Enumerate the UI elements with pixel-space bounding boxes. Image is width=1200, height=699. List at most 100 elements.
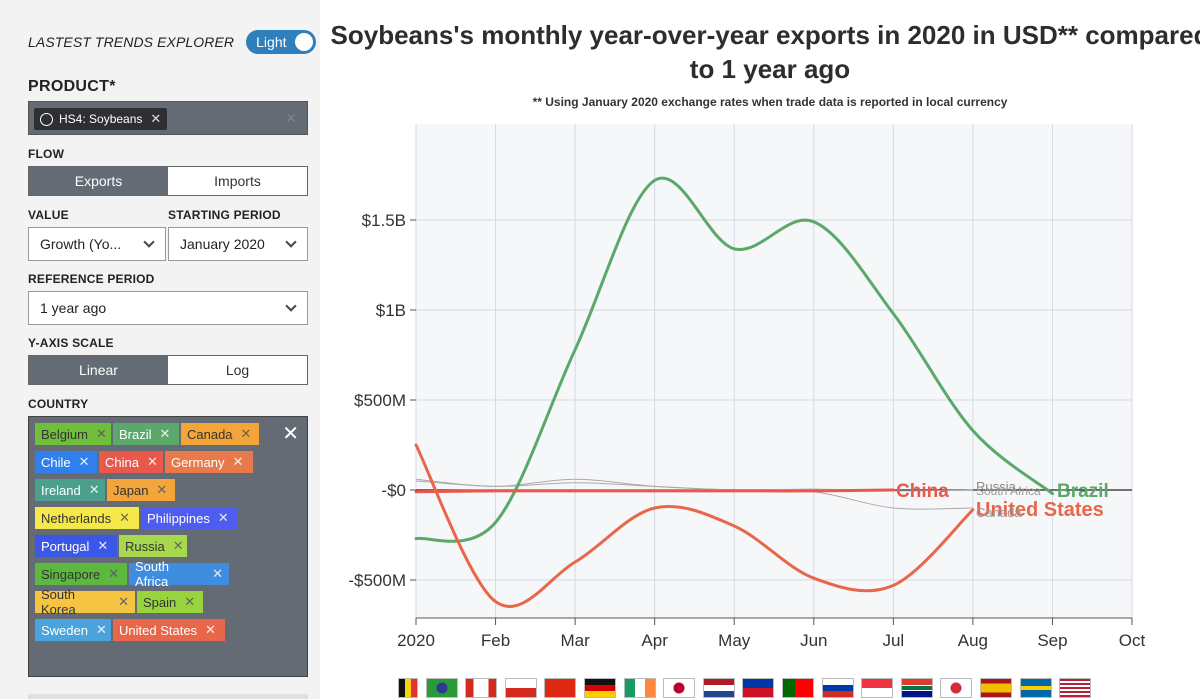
y-tick-label: $500M — [354, 391, 406, 410]
flag-icon[interactable] — [940, 678, 973, 698]
country-tag[interactable]: Spain ✕ — [137, 591, 203, 613]
flag-icon[interactable] — [702, 678, 735, 698]
country-tag[interactable]: Russia ✕ — [119, 535, 187, 557]
theme-toggle[interactable]: Light — [246, 30, 317, 54]
value-label: VALUE — [28, 208, 69, 222]
country-tag[interactable]: Ireland ✕ — [35, 479, 105, 501]
series-end-label: China — [896, 481, 949, 502]
country-tag[interactable]: Netherlands ✕ — [35, 507, 139, 529]
remove-country-icon[interactable]: ✕ — [240, 426, 252, 441]
remove-country-icon[interactable]: ✕ — [118, 594, 129, 609]
series-end-label: Russia — [976, 479, 1017, 494]
remove-country-icon[interactable]: ✕ — [205, 622, 216, 637]
flag-icon[interactable] — [900, 678, 933, 698]
flag-icon[interactable] — [623, 678, 656, 698]
country-tag[interactable]: Brazil ✕ — [113, 423, 179, 445]
flag-icon[interactable] — [465, 678, 498, 698]
flow-exports-button[interactable]: Exports — [29, 167, 168, 195]
country-tag[interactable]: Belgium ✕ — [35, 423, 111, 445]
country-tag-label: Spain — [143, 594, 177, 610]
sidebar: LASTEST TRENDS EXPLORER Light PRODUCT* H… — [0, 0, 320, 699]
starting-period-select[interactable]: January 2020 — [168, 227, 308, 261]
country-tag-label: Ireland — [41, 482, 81, 498]
country-tag[interactable]: Japan ✕ — [107, 479, 175, 501]
plot-area — [416, 124, 1132, 618]
country-tag-label: South Africa — [135, 559, 169, 589]
flow-label: FLOW — [28, 147, 65, 161]
country-tag[interactable]: Canada ✕ — [181, 423, 259, 445]
country-tag[interactable]: United States ✕ — [113, 619, 225, 641]
flag-icon[interactable] — [861, 678, 894, 698]
chevron-down-icon — [285, 236, 297, 248]
country-selector[interactable]: ✕ Belgium ✕ Brazil ✕ Canada ✕ Chile ✕ China ✕ Germ… — [28, 416, 308, 677]
remove-country-icon[interactable]: ✕ — [156, 482, 168, 497]
x-tick-label: Apr — [641, 631, 668, 650]
country-tag[interactable]: Singapore ✕ — [35, 563, 127, 585]
chart-subtitle: ** Using January 2020 exchange rates whe… — [532, 95, 1008, 109]
remove-country-icon[interactable]: ✕ — [95, 426, 107, 441]
country-tag[interactable]: Germany ✕ — [165, 451, 253, 473]
remove-country-icon[interactable]: ✕ — [146, 454, 158, 469]
starting-period-label: STARTING PERIOD — [168, 208, 281, 222]
flag-icon[interactable] — [1059, 678, 1092, 698]
yaxis-scale-label: Y-AXIS SCALE — [28, 336, 114, 350]
country-tag[interactable]: South Korea ✕ — [35, 587, 135, 617]
flag-icon[interactable] — [398, 678, 418, 698]
country-tag-label: United States — [119, 622, 198, 638]
flow-imports-button[interactable]: Imports — [168, 167, 307, 195]
remove-country-icon[interactable]: ✕ — [119, 510, 131, 525]
country-tag-label: China — [105, 454, 139, 470]
series-end-label: Brazil — [1057, 481, 1109, 502]
flag-icon[interactable] — [583, 678, 616, 698]
value-select[interactable]: Growth (Yo... — [28, 227, 166, 261]
y-tick-label: -$500M — [348, 571, 406, 590]
remove-product-icon[interactable]: ✕ — [150, 111, 162, 126]
flag-icon[interactable] — [781, 678, 814, 698]
chart-title-line2: to 1 year ago — [689, 54, 851, 84]
flag-icon[interactable] — [979, 678, 1012, 698]
y-tick-label: -$0 — [381, 481, 406, 500]
series-line-brazil — [414, 176, 1054, 543]
remove-country-icon[interactable]: ✕ — [97, 538, 109, 553]
country-tag-label: Brazil — [119, 426, 152, 442]
yaxis-scale-toggle: Linear Log — [28, 355, 308, 385]
country-tag[interactable]: Portugal ✕ — [35, 535, 117, 557]
scale-linear-button[interactable]: Linear — [29, 356, 168, 384]
remove-country-icon[interactable]: ✕ — [95, 622, 107, 637]
flag-icon[interactable] — [504, 678, 537, 698]
remove-country-icon[interactable]: ✕ — [232, 454, 244, 469]
country-tag[interactable]: South Africa ✕ — [129, 559, 229, 589]
country-tag[interactable]: Philippines ✕ — [141, 507, 237, 529]
remove-country-icon[interactable]: ✕ — [159, 426, 171, 441]
series-end-label: Canada — [976, 505, 1022, 520]
chevron-down-icon — [285, 300, 297, 312]
remove-country-icon[interactable]: ✕ — [212, 566, 223, 581]
product-selector[interactable]: HS4: Soybeans ✕ ✕ — [28, 101, 308, 135]
product-tag[interactable]: HS4: Soybeans ✕ — [34, 108, 168, 130]
scale-log-button[interactable]: Log — [168, 356, 307, 384]
flag-icon[interactable] — [1019, 678, 1052, 698]
flag-icon[interactable] — [663, 678, 696, 698]
starting-period-text: January 2020 — [180, 236, 265, 252]
remove-country-icon[interactable]: ✕ — [78, 454, 90, 469]
remove-country-icon[interactable]: ✕ — [184, 594, 196, 609]
country-tag[interactable]: Sweden ✕ — [35, 619, 111, 641]
clear-product-icon[interactable]: ✕ — [285, 110, 297, 126]
country-tag-label: South Korea — [41, 587, 76, 617]
flag-icon[interactable] — [742, 678, 775, 698]
flag-icon[interactable] — [425, 678, 458, 698]
country-tag[interactable]: China ✕ — [99, 451, 163, 473]
reference-period-label: REFERENCE PERIOD — [28, 272, 155, 286]
reference-period-select[interactable]: 1 year ago — [28, 291, 308, 325]
chart-title: Soybeans's monthly year-over-year export… — [320, 18, 1200, 86]
flag-icon[interactable] — [544, 678, 577, 698]
remove-country-icon[interactable]: ✕ — [108, 566, 120, 581]
remove-country-icon[interactable]: ✕ — [217, 510, 229, 525]
remove-country-icon[interactable]: ✕ — [172, 538, 184, 553]
divider — [28, 694, 308, 699]
flag-icon[interactable] — [821, 678, 854, 698]
flow-toggle: Exports Imports — [28, 166, 308, 196]
country-tag[interactable]: Chile ✕ — [35, 451, 97, 473]
clear-countries-icon[interactable]: ✕ — [282, 423, 299, 445]
remove-country-icon[interactable]: ✕ — [88, 482, 100, 497]
